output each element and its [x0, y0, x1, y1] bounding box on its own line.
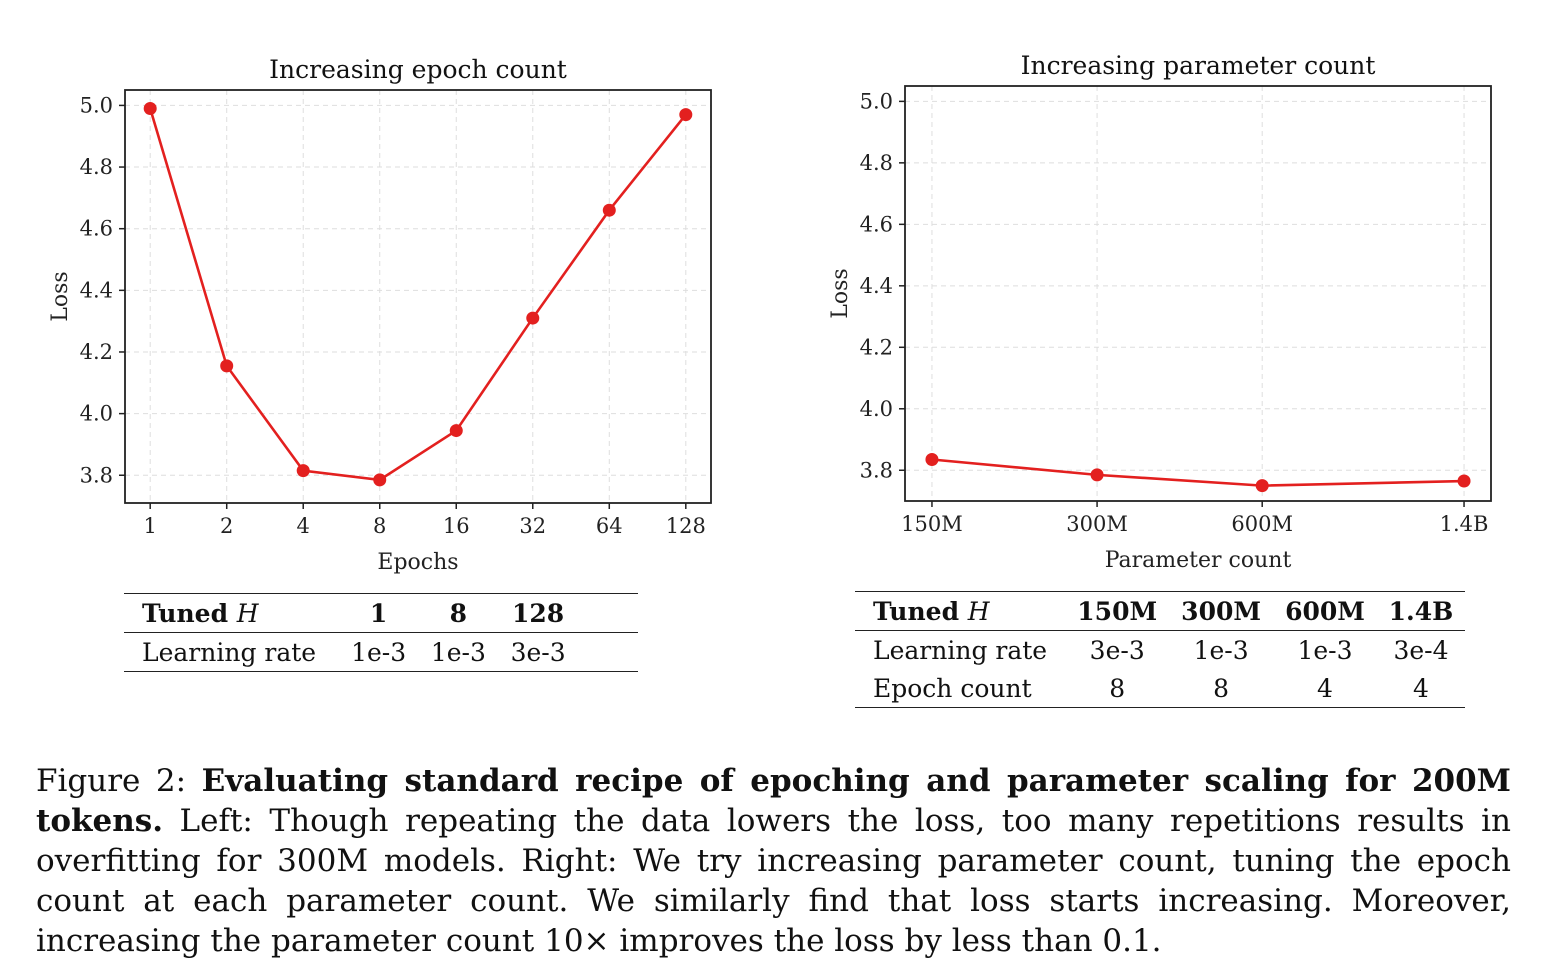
caption-bold-title: Evaluating standard recipe of epoching a…: [36, 763, 1511, 839]
data-point: [143, 101, 157, 115]
table-cell: 8: [1065, 669, 1170, 708]
y-tick-label: 4.8: [860, 151, 893, 175]
x-tick-label: 300M: [1066, 512, 1128, 536]
y-tick-label: 5.0: [860, 89, 893, 113]
y-tick-label: 4.4: [80, 278, 113, 302]
y-tick-label: 4.6: [80, 217, 113, 241]
header-value: 300M: [1169, 591, 1274, 631]
figure-caption: Figure 2: Evaluating standard recipe of …: [36, 761, 1511, 961]
table-cell: 4: [1273, 669, 1377, 708]
data-point: [373, 473, 387, 487]
header-label: Tuned: [873, 596, 968, 626]
table-header-row: Tuned H 1 8 128: [124, 593, 638, 633]
header-label-cell: Tuned H: [124, 593, 339, 633]
x-tick-label: 1.4B: [1440, 512, 1489, 536]
table-cell: 4: [1376, 669, 1465, 708]
y-tick-label: 3.8: [80, 463, 113, 487]
caption-prefix: Figure 2:: [36, 763, 202, 799]
y-tick-label: 4.0: [80, 402, 113, 426]
x-tick-label: 64: [596, 514, 623, 538]
table-header-row: Tuned H 150M 300M 600M 1.4B: [855, 591, 1465, 631]
plot-frame: [124, 89, 712, 504]
table-cell: 8: [1169, 669, 1274, 708]
table-cell: 3e-4: [1393, 635, 1449, 665]
y-tick-label: 4.8: [80, 155, 113, 179]
header-label: Tuned: [142, 598, 237, 628]
parameter-hyperparameter-table: Tuned H 150M 300M 600M 1.4B Learning rat…: [855, 591, 1465, 708]
header-value: 150M: [1065, 591, 1170, 631]
data-point: [296, 464, 310, 478]
x-tick-label: 128: [666, 514, 706, 538]
x-axis-label: Parameter count: [1105, 548, 1292, 573]
parameter-count-chart: 3.8 4.0 4.2 4.4 4.6 4.8 5.0 150M 300M 600M 1.4B Inc…: [828, 51, 1492, 573]
x-tick-label: 600M: [1231, 512, 1293, 536]
y-axis-label: Loss: [48, 271, 73, 321]
row-label: Learning rate: [124, 632, 339, 672]
y-tick-label: 4.0: [860, 397, 893, 421]
header-variable: H: [236, 598, 259, 628]
y-tick-label: 5.0: [80, 93, 113, 117]
header-value: 8: [418, 593, 499, 633]
caption-body: Left: Though repeating the data lowers t…: [36, 803, 1511, 959]
header-value: 600M: [1273, 591, 1377, 631]
table-cell: 1e-3: [338, 632, 419, 672]
table-cell: 3e-3: [1089, 635, 1145, 665]
header-value: 1: [338, 593, 419, 633]
x-tick-label: 32: [519, 514, 546, 538]
y-tick-label: 3.8: [860, 458, 893, 482]
loss-line: [931, 458, 1465, 487]
data-point: [449, 424, 463, 438]
plot-frame: [904, 85, 1492, 502]
table-row: Epoch count 8 8 4 4: [855, 669, 1465, 708]
chart-title: Increasing epoch count: [269, 55, 567, 84]
header-value: 1.4B: [1376, 591, 1465, 631]
header-variable: H: [967, 596, 990, 626]
y-axis-label: Loss: [828, 268, 853, 318]
table-cell: 1e-3: [1297, 635, 1353, 665]
epoch-hyperparameter-table: Tuned H 1 8 128 Learning rate 1e-3 1e-3 …: [124, 593, 638, 672]
x-tick-label: 150M: [901, 512, 963, 536]
table-cell: 1e-3: [418, 632, 499, 672]
chart-title: Increasing parameter count: [1021, 51, 1376, 80]
data-point: [1255, 479, 1269, 493]
x-axis-label: Epochs: [377, 550, 458, 575]
x-tick-label: 4: [297, 514, 310, 538]
x-tick-label: 16: [443, 514, 470, 538]
data-point: [1090, 468, 1104, 482]
header-value: 128: [498, 593, 578, 633]
data-point: [1457, 474, 1471, 488]
x-tick-label: 8: [373, 514, 386, 538]
x-tick-label: 1: [144, 514, 157, 538]
x-tick-label: 2: [220, 514, 233, 538]
data-point: [220, 359, 234, 373]
data-point: [526, 311, 540, 325]
y-tick-label: 4.2: [80, 340, 113, 364]
header-label-cell: Tuned H: [855, 591, 1066, 631]
table-cell: 3e-3: [498, 632, 578, 672]
table-row: Learning rate 1e-3 1e-3 3e-3: [124, 632, 638, 672]
loss-line: [148, 108, 687, 482]
table-row: Learning rate 3e-3 1e-3 1e-3 3e-4: [855, 631, 1465, 670]
data-point: [602, 203, 616, 217]
data-point: [925, 453, 939, 466]
row-label: Learning rate: [873, 635, 1048, 665]
data-point: [679, 108, 693, 122]
epoch-count-chart: 3.8 4.0 4.2 4.4 4.6 4.8 5.0 1 2 4 8 16 32 64 128 Increa…: [48, 55, 712, 575]
y-tick-label: 4.4: [860, 274, 893, 298]
y-tick-label: 4.2: [860, 335, 893, 359]
table-cell: 1e-3: [1193, 635, 1249, 665]
y-tick-label: 4.6: [860, 212, 893, 236]
row-label: Epoch count: [855, 669, 1066, 708]
